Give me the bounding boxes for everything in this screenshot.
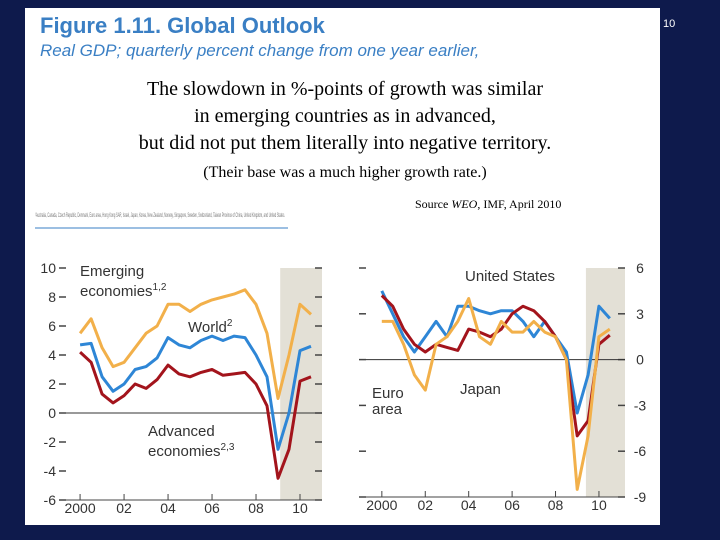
page-number: 10 [663,18,675,30]
series-label: Japan [460,382,510,398]
y-tick-label: -6 [44,492,57,508]
series-label-text: Japan [460,382,510,398]
source: Source WEO, IMF, April 2010 [415,197,561,211]
x-tick-label: 08 [548,497,564,513]
source-part: WEO [451,197,477,211]
series-name: United States [465,269,556,285]
x-tick-label: 10 [591,497,607,513]
series-label: Advanced economies2,3 [148,424,268,460]
series-label-text: Euro area [372,386,432,418]
y-tick-label: 3 [636,306,644,322]
y-tick-label: 2 [48,376,56,392]
series-line [380,290,611,415]
x-tick-label: 08 [248,500,264,516]
series-label: World2 [188,316,268,336]
forecast-shade [585,268,625,497]
series-name: Euro area [372,386,404,418]
footnote: ¹Australia, Canada, Czech Republic, Denm… [35,213,285,219]
source-part: , IMF, April 2010 [477,197,561,211]
x-tick-label: 10 [292,500,308,516]
y-tick-label: -2 [44,434,57,450]
series-label-text: Advanced economies2,3 [148,424,268,460]
series-label: Emerging economies1,2 [80,264,190,300]
overlay-line: in emerging countries as in advanced, [194,105,496,127]
series-name: Emerging economies [80,264,153,300]
y-tick-label: 4 [48,347,56,363]
y-tick-label: 0 [636,352,644,368]
footnote-ref: 2 [226,318,233,329]
series-name: World [188,319,227,336]
y-tick-label: 10 [40,260,56,276]
series-label-text: United States [465,269,585,285]
y-tick-label: -4 [44,463,57,479]
x-tick-label: 2000 [366,497,397,513]
y-tick-label: -6 [634,443,647,459]
y-tick-label: 6 [48,318,56,334]
footnote-ref: 2,3 [220,442,235,453]
x-tick-label: 2000 [64,500,95,516]
x-tick-label: 02 [417,497,433,513]
figure-subtitle: Real GDP; quarterly percent change from … [40,41,479,60]
y-tick-label: 8 [48,289,56,305]
figure-title: Figure 1.11. Global Outlook [40,13,326,38]
y-tick-label: -3 [634,397,647,413]
y-tick-label: 0 [48,405,56,421]
x-tick-label: 02 [116,500,132,516]
x-tick-label: 04 [160,500,176,516]
series-label-text: Emerging economies1,2 [80,264,190,300]
series-line [79,334,312,451]
source-part: Source [415,197,448,211]
series-line [79,351,312,480]
series-label: Euro area [372,386,432,418]
overlay-line: but did not put them literally into nega… [139,132,552,154]
series-name: Advanced economies [148,424,221,460]
series-label-text: World2 [188,316,268,336]
y-tick-label: -9 [634,489,647,505]
series-line [381,297,611,491]
x-tick-label: 04 [461,497,477,513]
overlay-note: (Their base was a much higher growth rat… [203,164,486,181]
footnote-ref: 1,2 [152,282,167,293]
series-label: United States [465,269,585,285]
panel [25,8,660,525]
series-line [78,288,313,400]
overlay-line: The slowdown in %-points of growth was s… [147,78,543,100]
x-tick-label: 06 [504,497,520,513]
series-name: Japan [460,382,501,398]
x-tick-label: 06 [204,500,220,516]
y-tick-label: 6 [636,260,644,276]
